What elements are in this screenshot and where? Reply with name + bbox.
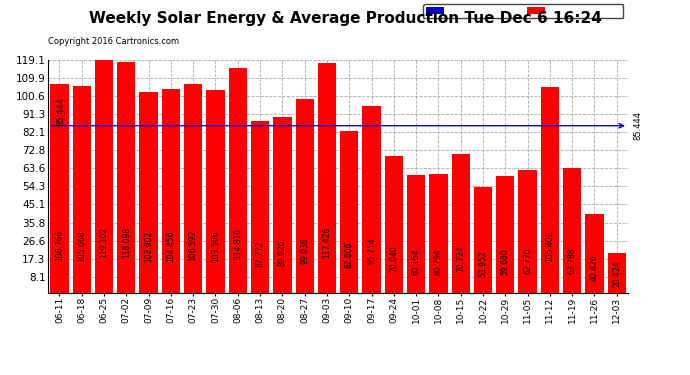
Bar [72, 86, 91, 292]
Text: 114.816: 114.816 [233, 228, 242, 259]
Text: 70.724: 70.724 [456, 245, 465, 272]
Bar [139, 92, 158, 292]
Text: 85.444: 85.444 [56, 97, 65, 126]
Text: Copyright 2016 Cartronics.com: Copyright 2016 Cartronics.com [48, 38, 179, 46]
Bar [161, 88, 180, 292]
Bar [251, 121, 269, 292]
Text: 70.040: 70.040 [389, 245, 398, 272]
Bar [50, 84, 68, 292]
Text: 105.668: 105.668 [77, 230, 86, 261]
Text: 62.770: 62.770 [523, 248, 532, 274]
Text: 20.424: 20.424 [612, 260, 621, 286]
Text: 106.592: 106.592 [188, 230, 198, 261]
Text: 99.036: 99.036 [300, 237, 309, 264]
Bar [295, 99, 314, 292]
Text: 117.426: 117.426 [322, 227, 331, 258]
Legend: Average  (kWh), Weekly  (kWh): Average (kWh), Weekly (kWh) [423, 4, 623, 18]
Bar [608, 253, 626, 292]
Text: 63.788: 63.788 [568, 248, 577, 274]
Bar [518, 170, 537, 292]
Bar [184, 84, 202, 292]
Bar [340, 131, 358, 292]
Bar [117, 62, 135, 292]
Text: 87.772: 87.772 [255, 240, 264, 267]
Text: 95.714: 95.714 [367, 238, 376, 264]
Text: 106.766: 106.766 [55, 230, 64, 261]
Text: 82.606: 82.606 [345, 242, 354, 268]
Text: 119.102: 119.102 [99, 226, 108, 258]
Bar [451, 154, 470, 292]
Text: Weekly Solar Energy & Average Production Tue Dec 6 16:24: Weekly Solar Energy & Average Production… [88, 11, 602, 26]
Text: 60.164: 60.164 [412, 248, 421, 275]
Text: 102.902: 102.902 [144, 231, 153, 262]
Bar [563, 168, 581, 292]
Text: 104.456: 104.456 [166, 230, 175, 262]
Bar [206, 90, 225, 292]
Bar [95, 60, 113, 292]
Bar [385, 156, 403, 292]
Bar [429, 174, 448, 292]
Text: 103.506: 103.506 [211, 231, 220, 262]
Bar [585, 214, 604, 292]
Bar [273, 117, 291, 292]
Bar [474, 187, 492, 292]
Text: 60.794: 60.794 [434, 248, 443, 275]
Bar [496, 176, 515, 292]
Text: 105.402: 105.402 [545, 230, 554, 262]
Bar [541, 87, 559, 292]
Text: 59.680: 59.680 [501, 248, 510, 275]
Text: 85.444: 85.444 [633, 111, 642, 140]
Text: 118.098: 118.098 [122, 227, 131, 258]
Text: 53.952: 53.952 [478, 250, 488, 277]
Bar [228, 68, 247, 292]
Text: 89.926: 89.926 [278, 240, 287, 266]
Bar [318, 63, 336, 292]
Text: 40.426: 40.426 [590, 254, 599, 280]
Bar [362, 106, 381, 292]
Bar [407, 175, 425, 292]
